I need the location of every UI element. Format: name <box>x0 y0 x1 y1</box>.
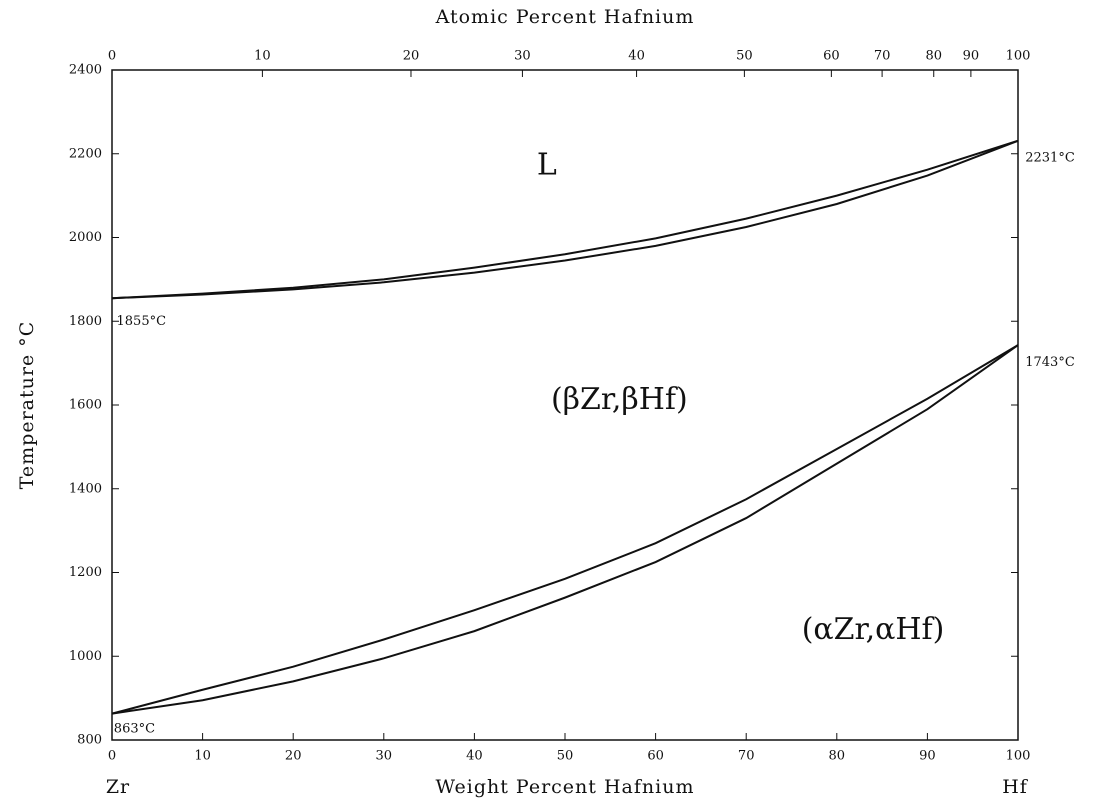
phase-boundary <box>111 344 1019 715</box>
x-tick-label: 10 <box>194 749 211 764</box>
x-tick-label: 30 <box>376 749 393 764</box>
x-tick-label: 90 <box>919 749 936 764</box>
x2-tick-label: 20 <box>403 49 420 64</box>
right-element: Hf <box>1002 776 1029 798</box>
temperature-note: 2231°C <box>1025 150 1075 165</box>
x2-tick-label: 100 <box>1006 49 1031 64</box>
left-element: Zr <box>106 776 130 798</box>
y-tick-label: 1200 <box>69 565 102 580</box>
x-tick-label: 100 <box>1006 749 1031 764</box>
y-tick-label: 2000 <box>69 230 102 245</box>
x2-tick-label: 80 <box>925 49 942 64</box>
phase-boundary <box>111 139 1019 300</box>
x2-tick-label: 0 <box>108 49 116 64</box>
phase-boundary <box>111 139 1019 300</box>
y-axis-title: Temperature °C <box>16 321 38 490</box>
y-tick-label: 1800 <box>69 314 102 329</box>
y-tick-label: 1000 <box>69 649 102 664</box>
x2-tick-label: 60 <box>823 49 840 64</box>
temperature-note: 863°C <box>114 722 155 737</box>
y-tick-label: 1400 <box>69 481 102 496</box>
temperature-note: 1743°C <box>1025 355 1075 370</box>
x-tick-label: 80 <box>829 749 846 764</box>
region-label: L <box>537 147 557 182</box>
x-tick-label: 40 <box>466 749 483 764</box>
x-tick-label: 70 <box>738 749 755 764</box>
x-tick-label: 20 <box>285 749 302 764</box>
x-tick-label: 50 <box>557 749 574 764</box>
x2-tick-label: 30 <box>514 49 531 64</box>
region-label: (βZr,βHf) <box>551 382 688 417</box>
x2-tick-label: 50 <box>736 49 753 64</box>
x2-tick-label: 10 <box>254 49 271 64</box>
region-label: (αZr,αHf) <box>802 612 945 647</box>
x2-tick-label: 90 <box>963 49 980 64</box>
y-tick-label: 1600 <box>69 398 102 413</box>
x-axis-title: Weight Percent Hafnium <box>436 776 695 798</box>
temperature-note: 1855°C <box>117 314 167 329</box>
top-axis-title: Atomic Percent Hafnium <box>435 6 695 28</box>
phase-boundary <box>111 344 1019 715</box>
y-tick-label: 2200 <box>69 146 102 161</box>
x2-tick-label: 70 <box>874 49 891 64</box>
x-tick-label: 0 <box>108 749 116 764</box>
x2-tick-label: 40 <box>628 49 645 64</box>
y-tick-label: 800 <box>77 733 102 748</box>
y-tick-label: 2400 <box>69 63 102 78</box>
x-tick-label: 60 <box>647 749 664 764</box>
